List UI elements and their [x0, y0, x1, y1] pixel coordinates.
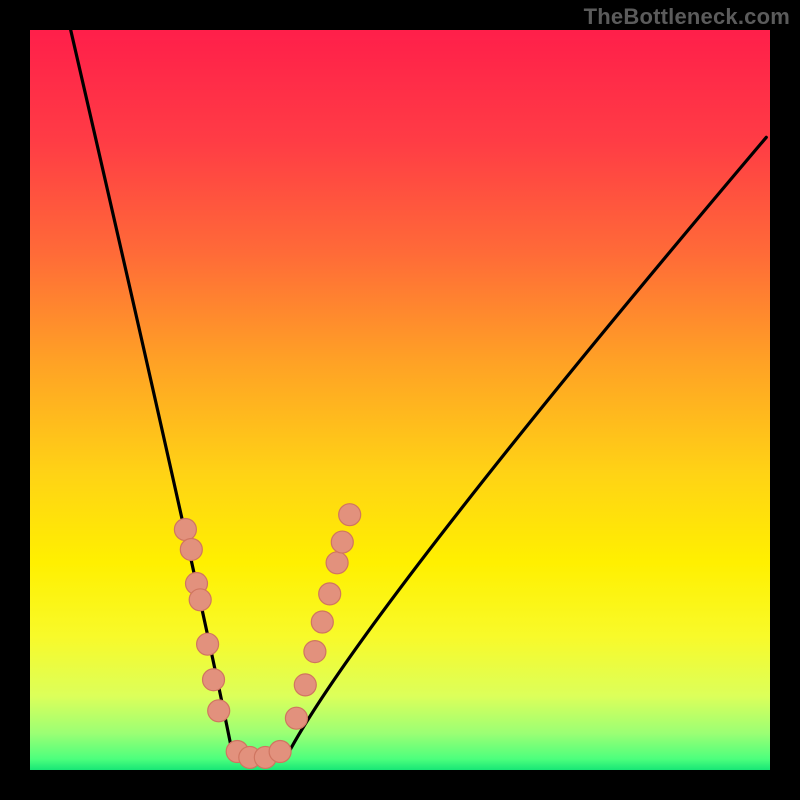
chart-frame: TheBottleneck.com [0, 0, 800, 800]
data-marker [326, 552, 348, 574]
data-marker [311, 611, 333, 633]
data-marker [180, 538, 202, 560]
chart-background [30, 30, 770, 770]
data-marker [331, 531, 353, 553]
chart-svg [0, 0, 800, 800]
data-marker [269, 741, 291, 763]
data-marker [304, 641, 326, 663]
data-marker [294, 674, 316, 696]
data-marker [339, 504, 361, 526]
data-marker [285, 707, 307, 729]
data-marker [203, 669, 225, 691]
data-marker [319, 583, 341, 605]
data-marker [174, 519, 196, 541]
data-marker [189, 589, 211, 611]
watermark-text: TheBottleneck.com [584, 4, 790, 30]
data-marker [197, 633, 219, 655]
data-marker [208, 700, 230, 722]
